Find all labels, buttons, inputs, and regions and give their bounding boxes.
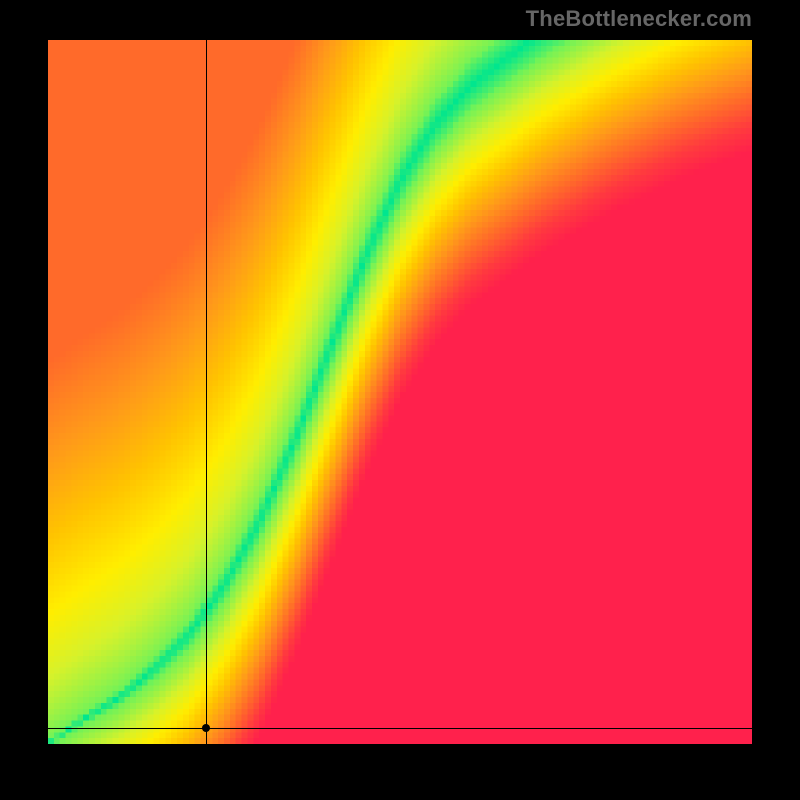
plot-area [48,40,752,744]
crosshair-horizontal [48,728,752,729]
chart-container: TheBottlenecker.com [0,0,800,800]
crosshair-vertical [206,40,207,744]
heatmap-canvas [48,40,752,744]
watermark-text: TheBottlenecker.com [526,6,752,32]
